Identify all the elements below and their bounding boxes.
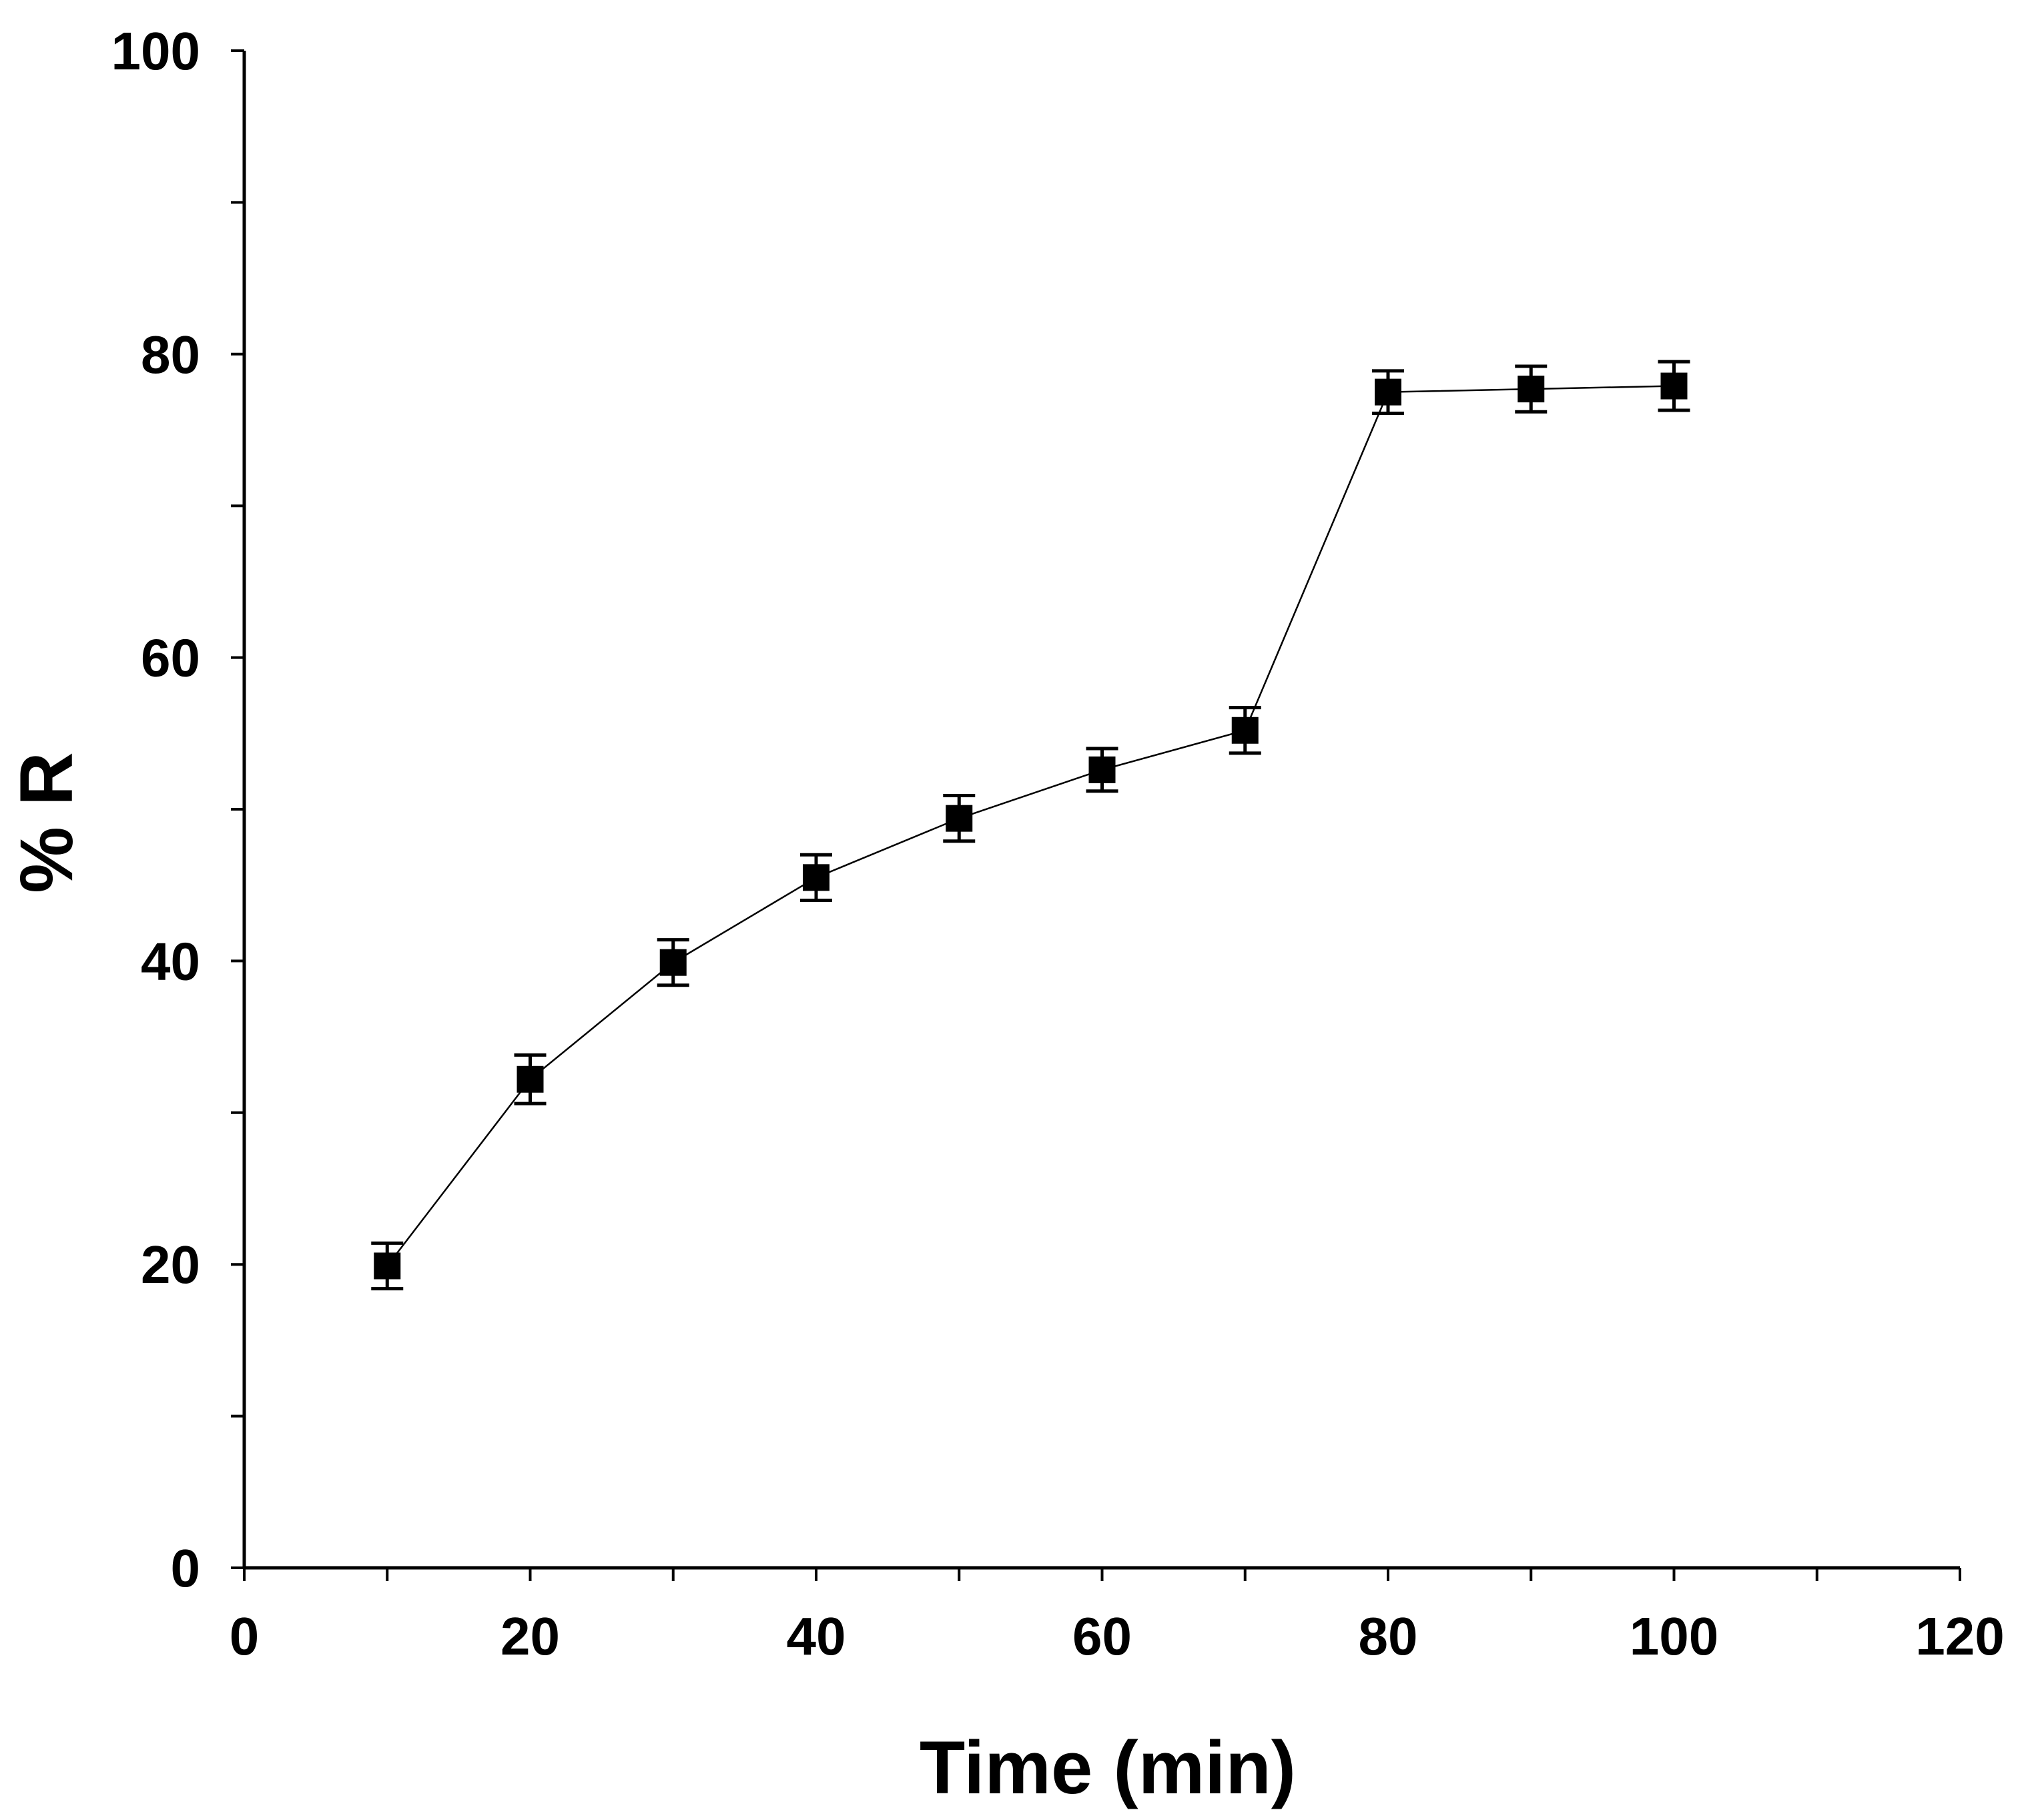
- data-point: [1518, 376, 1545, 403]
- x-tick-label: 40: [787, 1607, 846, 1666]
- y-tick-label: 80: [141, 325, 200, 384]
- y-tick-label: 20: [141, 1235, 200, 1294]
- x-tick-label: 0: [230, 1607, 260, 1666]
- data-point: [946, 805, 973, 832]
- x-tick-label: 20: [500, 1607, 560, 1666]
- y-tick-label: 100: [111, 21, 200, 81]
- x-tick-label: 100: [1630, 1607, 1718, 1666]
- data-point: [1231, 717, 1259, 744]
- ticks: 0 20 40 60 80 100 120 0 20 40 60 80 100: [111, 21, 2005, 1666]
- data-point: [1088, 756, 1116, 783]
- data-point: [1660, 372, 1688, 400]
- x-tick-label: 120: [1915, 1607, 2004, 1666]
- series-layer: [371, 360, 1690, 1291]
- data-point: [374, 1252, 401, 1280]
- x-tick-label: 80: [1359, 1607, 1418, 1666]
- x-axis-title: Time (min): [920, 1726, 1296, 1809]
- data-point: [517, 1065, 544, 1093]
- data-point: [659, 949, 687, 976]
- y-axis-title: % R: [5, 752, 88, 893]
- y-tick-label: 40: [141, 931, 200, 991]
- y-tick-label: 0: [171, 1538, 201, 1598]
- x-tick-label: 60: [1072, 1607, 1132, 1666]
- data-point: [803, 864, 829, 891]
- series-line: [386, 385, 1674, 1267]
- data-point: [1375, 378, 1401, 406]
- y-tick-label: 60: [141, 628, 200, 688]
